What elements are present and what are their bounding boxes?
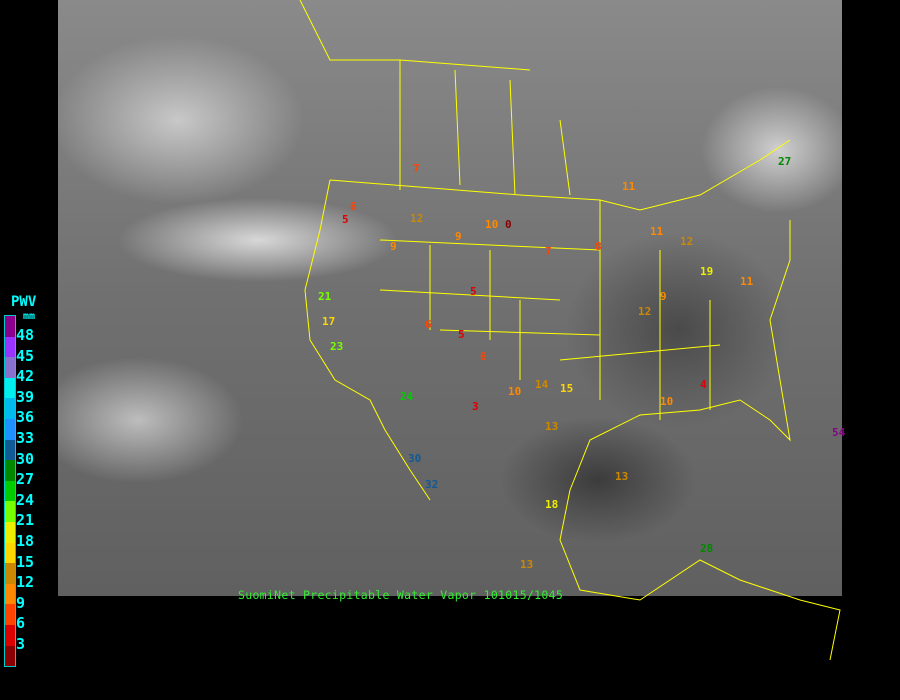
station-value: 21 xyxy=(318,290,332,303)
legend-swatch xyxy=(5,645,15,667)
us-canada-border xyxy=(329,139,791,211)
legend-swatch xyxy=(5,316,15,337)
station-value: 4 xyxy=(700,378,707,391)
station-value: 19 xyxy=(700,265,714,278)
station-value: 13 xyxy=(520,558,534,571)
legend-label: 48 xyxy=(16,326,35,344)
station-value: 28 xyxy=(700,542,714,555)
station-value: 8 xyxy=(595,240,602,253)
legend-title: PWV xyxy=(11,294,37,310)
station-value: 13 xyxy=(545,420,559,433)
station-value: 24 xyxy=(400,390,414,403)
legend-swatch xyxy=(5,501,15,522)
station-value: 5 xyxy=(470,285,477,298)
station-value: 13 xyxy=(615,470,629,483)
legend-swatch xyxy=(5,542,15,564)
station-value: 3 xyxy=(472,400,479,413)
station-value: 30 xyxy=(408,452,422,465)
legend-label: 21 xyxy=(16,511,35,530)
station-value: 18 xyxy=(545,498,559,511)
canada-provinces xyxy=(299,0,571,196)
legend-swatch xyxy=(5,336,15,358)
station-value: 9 xyxy=(390,240,397,253)
legend-label: 45 xyxy=(16,346,35,365)
legend-swatch xyxy=(5,439,15,461)
legend-label: 39 xyxy=(16,387,35,406)
station-value: 5 xyxy=(342,213,349,226)
legend-label: 12 xyxy=(16,573,35,592)
station-value: 10 xyxy=(508,385,522,398)
legend-swatch xyxy=(5,624,15,646)
station-value: 32 xyxy=(425,478,439,491)
west-coast xyxy=(304,179,431,501)
station-value: 9 xyxy=(455,230,462,243)
station-value: 7 xyxy=(413,162,420,175)
legend-swatch xyxy=(5,398,15,419)
map-caption: SuomiNet Precipitable Water Vapor 101015… xyxy=(238,588,564,602)
legend-unit: mm xyxy=(23,311,36,322)
station-value: 14 xyxy=(535,378,549,391)
station-value: 54 xyxy=(832,426,846,439)
legend-swatch xyxy=(5,480,15,502)
station-value: 10 xyxy=(485,218,499,231)
station-value: 7 xyxy=(545,245,552,258)
station-value: 12 xyxy=(638,305,652,318)
station-value: 11 xyxy=(622,180,636,193)
legend-label: 27 xyxy=(16,470,35,489)
station-value: 6 xyxy=(425,318,432,331)
legend-swatch xyxy=(5,521,15,543)
station-value: 27 xyxy=(778,155,792,168)
legend-swatch xyxy=(5,460,15,481)
legend-label: 30 xyxy=(16,449,35,468)
pwv-color-scale xyxy=(4,315,16,668)
state-lines xyxy=(379,200,721,420)
legend-swatch xyxy=(5,418,15,440)
legend-label: 42 xyxy=(16,367,35,386)
station-value: 23 xyxy=(330,340,344,353)
station-value: 10 xyxy=(660,395,674,408)
legend-swatch xyxy=(5,583,15,605)
legend-label: 33 xyxy=(16,429,35,447)
mexico-coast xyxy=(559,489,841,661)
station-value: 11 xyxy=(650,225,664,238)
satellite-map xyxy=(58,0,842,596)
legend-label: 3 xyxy=(16,635,26,653)
gulf-coast xyxy=(569,220,791,491)
station-value: 15 xyxy=(560,382,574,395)
station-value: 17 xyxy=(322,315,336,328)
legend-swatch xyxy=(5,377,15,399)
station-value: 11 xyxy=(740,275,754,288)
station-value: 12 xyxy=(680,235,694,248)
legend-label: 9 xyxy=(16,593,26,612)
station-value: 12 xyxy=(410,212,424,225)
legend-swatch xyxy=(5,357,15,378)
station-value: 9 xyxy=(660,290,667,303)
legend-label: 6 xyxy=(16,614,26,633)
legend-label: 15 xyxy=(16,552,35,571)
station-value: 5 xyxy=(458,328,465,341)
legend-label: 24 xyxy=(16,490,35,509)
legend-swatch xyxy=(5,563,15,584)
station-value: 0 xyxy=(505,218,512,231)
legend-label: 36 xyxy=(16,408,35,427)
legend-label: 18 xyxy=(16,532,35,550)
legend-swatch xyxy=(5,604,15,625)
station-value: 6 xyxy=(480,350,487,363)
station-value: 6 xyxy=(350,200,357,213)
